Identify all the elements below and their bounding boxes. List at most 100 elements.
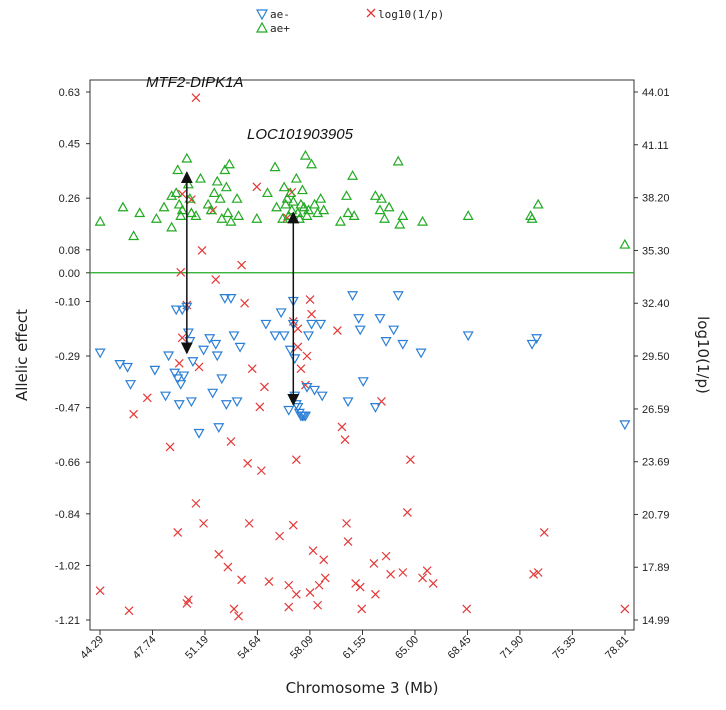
ae-minus-point — [228, 331, 240, 342]
ae-minus-point — [380, 337, 392, 347]
ae-plus-point — [394, 218, 406, 229]
legend-item-ae-plus: ae+ — [255, 21, 290, 35]
ae-minus-point — [299, 411, 311, 422]
x-axis-label: Chromosome 3 (Mb) — [286, 679, 439, 697]
log10p-point — [320, 573, 330, 583]
ae-minus-point — [275, 308, 287, 319]
ae-plus-point — [374, 204, 386, 215]
ae-plus-point — [287, 195, 299, 206]
y2-tick-label: 38.20 — [642, 193, 670, 205]
log10p-point — [174, 358, 184, 368]
log10p-point — [462, 604, 472, 614]
ae-plus-point — [176, 204, 188, 215]
ae-plus-point — [369, 190, 381, 200]
ae-plus-point — [375, 192, 388, 203]
ae-plus-point — [166, 190, 178, 200]
y-tick-label: -0.10 — [55, 296, 80, 308]
y-tick-label: 0.45 — [59, 139, 80, 151]
ae-plus-point — [309, 198, 321, 209]
ae-plus-point — [280, 198, 292, 209]
ae-plus-point — [172, 164, 184, 175]
ae-minus-point — [170, 305, 182, 316]
ae-plus-point — [150, 213, 162, 223]
legend-triangle-up-icon — [255, 21, 269, 33]
ae-plus-point — [341, 190, 353, 200]
y-tick-label: -0.29 — [55, 351, 80, 363]
ae-plus-point — [348, 210, 360, 220]
log10p-point — [237, 260, 247, 270]
log10p-point — [165, 442, 175, 452]
ae-minus-point — [225, 294, 237, 304]
log10p-point — [418, 573, 427, 583]
series-log10p — [95, 93, 630, 621]
log10p-point — [129, 409, 139, 419]
ae-plus-point — [281, 192, 293, 203]
ae-minus-point — [289, 391, 301, 402]
y2-tick-label: 44.01 — [642, 87, 670, 99]
ae-plus-point — [117, 201, 129, 212]
log10p-point — [173, 528, 183, 537]
y2-tick-label: 23.69 — [642, 457, 670, 469]
log10p-point — [142, 393, 152, 403]
legend-item-log10p: log10(1/p) — [366, 8, 444, 21]
ae-minus-point — [397, 339, 409, 350]
y2-tick-label: 41.11 — [642, 140, 669, 152]
log10p-point — [301, 380, 310, 390]
y2-tick-label: 26.59 — [642, 404, 670, 416]
legend-item-ae-minus: ae- — [255, 8, 290, 21]
ae-minus-point — [306, 319, 318, 330]
bottom-axis: 44.29 47.74 51.19 54.64 58.09 61.55 65.00 68.45… — [78, 630, 631, 662]
ae-minus-point — [392, 291, 404, 301]
ae-plus-point — [219, 164, 231, 175]
ae-minus-point — [278, 331, 290, 342]
ae-plus-point — [166, 221, 178, 232]
ae-minus-point — [178, 371, 190, 382]
ae-plus-point — [185, 207, 197, 218]
gene-label-loc101903905: LOC101903905 — [247, 126, 354, 143]
log10p-point — [381, 551, 391, 561]
log10p-point — [291, 589, 301, 599]
ae-plus-point — [182, 178, 194, 189]
ae-plus-point — [334, 215, 346, 226]
ae-minus-point — [125, 380, 137, 390]
ae-plus-point — [383, 201, 395, 212]
x-tick-label: 65.00 — [393, 634, 421, 662]
ae-minus-point — [213, 423, 225, 433]
log10p-point — [402, 508, 412, 517]
ae-plus-point — [284, 187, 296, 198]
ae-minus-point — [185, 397, 197, 408]
x-tick-label: 54.64 — [236, 634, 264, 662]
ae-plus-point — [315, 192, 327, 203]
y-tick-label: 0.63 — [59, 87, 80, 99]
log10p-point — [247, 364, 257, 374]
ae-plus-point — [195, 172, 207, 183]
x-tick-label: 51.19 — [183, 634, 211, 662]
log10p-point — [305, 588, 315, 597]
gene-label-mtf2-dipk1a: MTF2-DIPK1A — [146, 74, 244, 91]
ae-plus-point — [392, 155, 404, 166]
log10p-point — [95, 586, 105, 596]
y2-tick-label: 14.99 — [642, 615, 670, 627]
ae-plus-point — [214, 192, 226, 203]
log10p-point — [197, 246, 207, 255]
legend-label-ae-plus: ae+ — [270, 22, 290, 35]
y2-tick-label: 29.50 — [642, 351, 670, 363]
ae-minus-point — [216, 374, 228, 385]
log10p-point — [259, 382, 269, 392]
y-tick-label: 0.00 — [59, 268, 80, 280]
ae-plus-point — [222, 207, 234, 218]
log10p-point — [226, 437, 236, 446]
log10p-point — [355, 582, 365, 592]
y-tick-label: 0.08 — [59, 245, 80, 257]
ae-minus-point — [173, 400, 185, 411]
ae-minus-point — [316, 391, 328, 402]
ae-minus-point — [219, 294, 231, 304]
log10p-point — [343, 537, 353, 547]
ae-minus-point — [289, 354, 301, 365]
legend-x-icon — [366, 8, 376, 18]
log10p-point — [405, 455, 415, 465]
ae-minus-point — [211, 351, 223, 362]
ae-plus-point — [342, 207, 354, 218]
x-tick-label: 71.90 — [498, 634, 526, 662]
